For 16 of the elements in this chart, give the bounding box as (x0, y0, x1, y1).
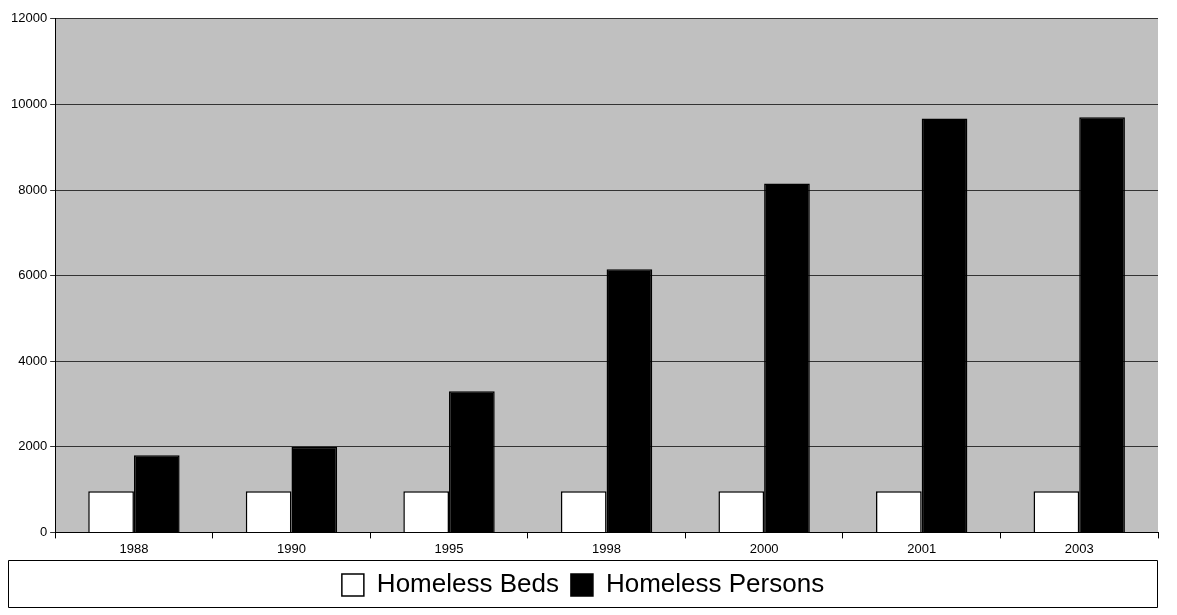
y-tick-label: 4000 (18, 352, 48, 368)
y-tick-label: 8000 (18, 181, 48, 197)
y-tick-label: 2000 (18, 438, 48, 454)
x-tick-label: 2000 (749, 540, 779, 556)
x-tick-label: 1998 (592, 540, 622, 556)
x-tick-label: 1995 (434, 540, 464, 556)
y-tick-label: 6000 (18, 267, 48, 283)
y-tick-label: 0 (39, 523, 48, 539)
x-tick-label: 1988 (119, 540, 149, 556)
y-tick-label: 12000 (10, 10, 48, 26)
legend-label: Homeless Persons (605, 568, 825, 599)
x-tick-label: 2003 (1064, 540, 1094, 556)
x-tick-label: 1990 (277, 540, 306, 556)
legend-label: Homeless Beds (376, 568, 559, 599)
x-tick-label: 2001 (907, 540, 937, 556)
y-tick-label: 10000 (10, 95, 48, 111)
